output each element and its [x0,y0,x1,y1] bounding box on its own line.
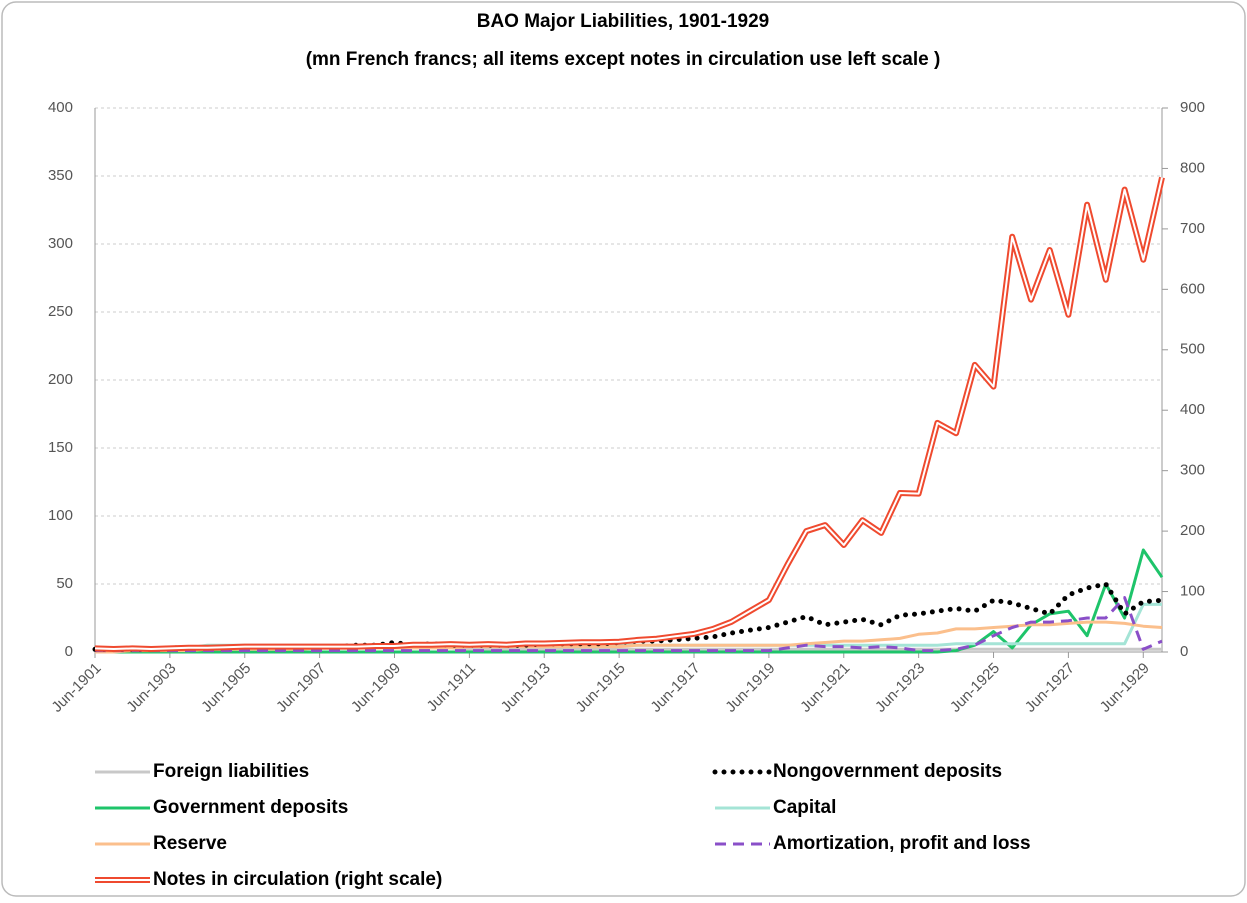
y2-tick-label: 700 [1180,220,1205,237]
y-tick-label: 150 [48,439,73,456]
series-line-inner [94,177,1163,650]
y-tick-label: 100 [48,507,73,524]
y2-tick-label: 100 [1180,583,1205,600]
y-tick-label: 350 [48,167,73,184]
y2-tick-label: 500 [1180,341,1205,358]
y2-tick-label: 600 [1180,280,1205,297]
chart-title: BAO Major Liabilities, 1901-1929 [477,11,770,32]
y-tick-label: 200 [48,371,73,388]
y2-tick-label: 400 [1180,401,1205,418]
y-tick-label: 50 [56,575,73,592]
y-tick-label: 250 [48,303,73,320]
legend-label: Nongovernment deposits [773,761,1002,782]
y2-tick-label: 200 [1180,522,1205,539]
legend-label: Capital [773,797,836,818]
series-line [95,548,1164,654]
y2-tick-label: 900 [1180,99,1205,116]
legend-label: Notes in circulation (right scale) [153,869,442,890]
y2-tick-label: 800 [1180,159,1205,176]
y-tick-label: 400 [48,99,73,116]
legend-label: Amortization, profit and loss [773,833,1031,854]
y2-tick-label: 0 [1180,643,1188,660]
legend-label: Reserve [153,833,227,854]
chart-subtitle: (mn French francs; all items except note… [306,49,941,70]
legend-label: Government deposits [153,797,348,818]
y-tick-label: 300 [48,235,73,252]
series-line [95,596,1163,653]
legend-label: Foreign liabilities [153,761,309,782]
y-tick-label: 0 [65,643,73,660]
y2-tick-label: 300 [1180,462,1205,479]
